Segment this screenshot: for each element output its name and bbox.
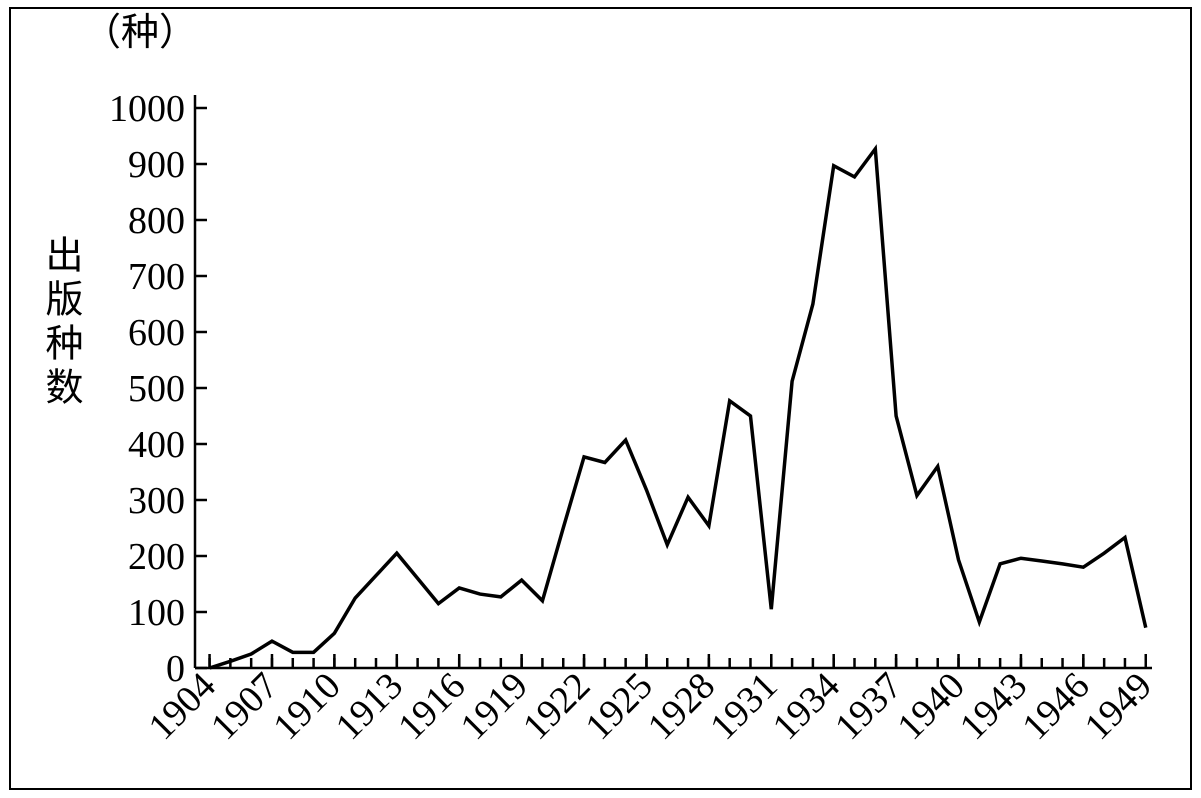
y-tick-label: 0 (166, 648, 185, 690)
x-tick-label: 1904 (140, 665, 223, 748)
data-line (209, 144, 1148, 670)
y-tick-label: 700 (128, 256, 185, 298)
y-tick-label: 900 (128, 144, 185, 186)
y-tick-label: 200 (128, 536, 185, 578)
x-tick-label: 1940 (889, 665, 972, 748)
x-tick-label: 1907 (203, 665, 286, 748)
x-tick-label: 1922 (515, 665, 598, 748)
x-tick-label: 1928 (640, 665, 723, 748)
y-axis-label: 出版种数 (39, 235, 83, 411)
y-unit: （种） (83, 12, 197, 54)
y-tick-label: 1000 (109, 88, 185, 130)
x-tick-label: 1934 (765, 665, 848, 748)
frame (9, 7, 1192, 790)
x-tick-label: 1925 (577, 665, 660, 748)
x-tick-label: 1910 (265, 665, 348, 748)
y-tick-label: 300 (128, 480, 185, 522)
y-tick-label: 100 (128, 592, 185, 634)
x-tick-label: 1919 (453, 665, 536, 748)
y-tick-label: 500 (128, 368, 185, 410)
y-tick-label: 400 (128, 424, 185, 466)
y-tick-label: 800 (128, 200, 185, 242)
x-tick-label: 1913 (328, 665, 411, 748)
y-tick-label: 600 (128, 312, 185, 354)
x-tick-label: 1949 (1077, 665, 1160, 748)
x-tick-label: 1946 (1014, 665, 1097, 748)
x-tick-label: 1916 (390, 665, 473, 748)
x-tick-label: 1931 (702, 665, 785, 748)
x-tick-label: 1937 (827, 665, 910, 748)
x-tick-label: 1943 (952, 665, 1035, 748)
